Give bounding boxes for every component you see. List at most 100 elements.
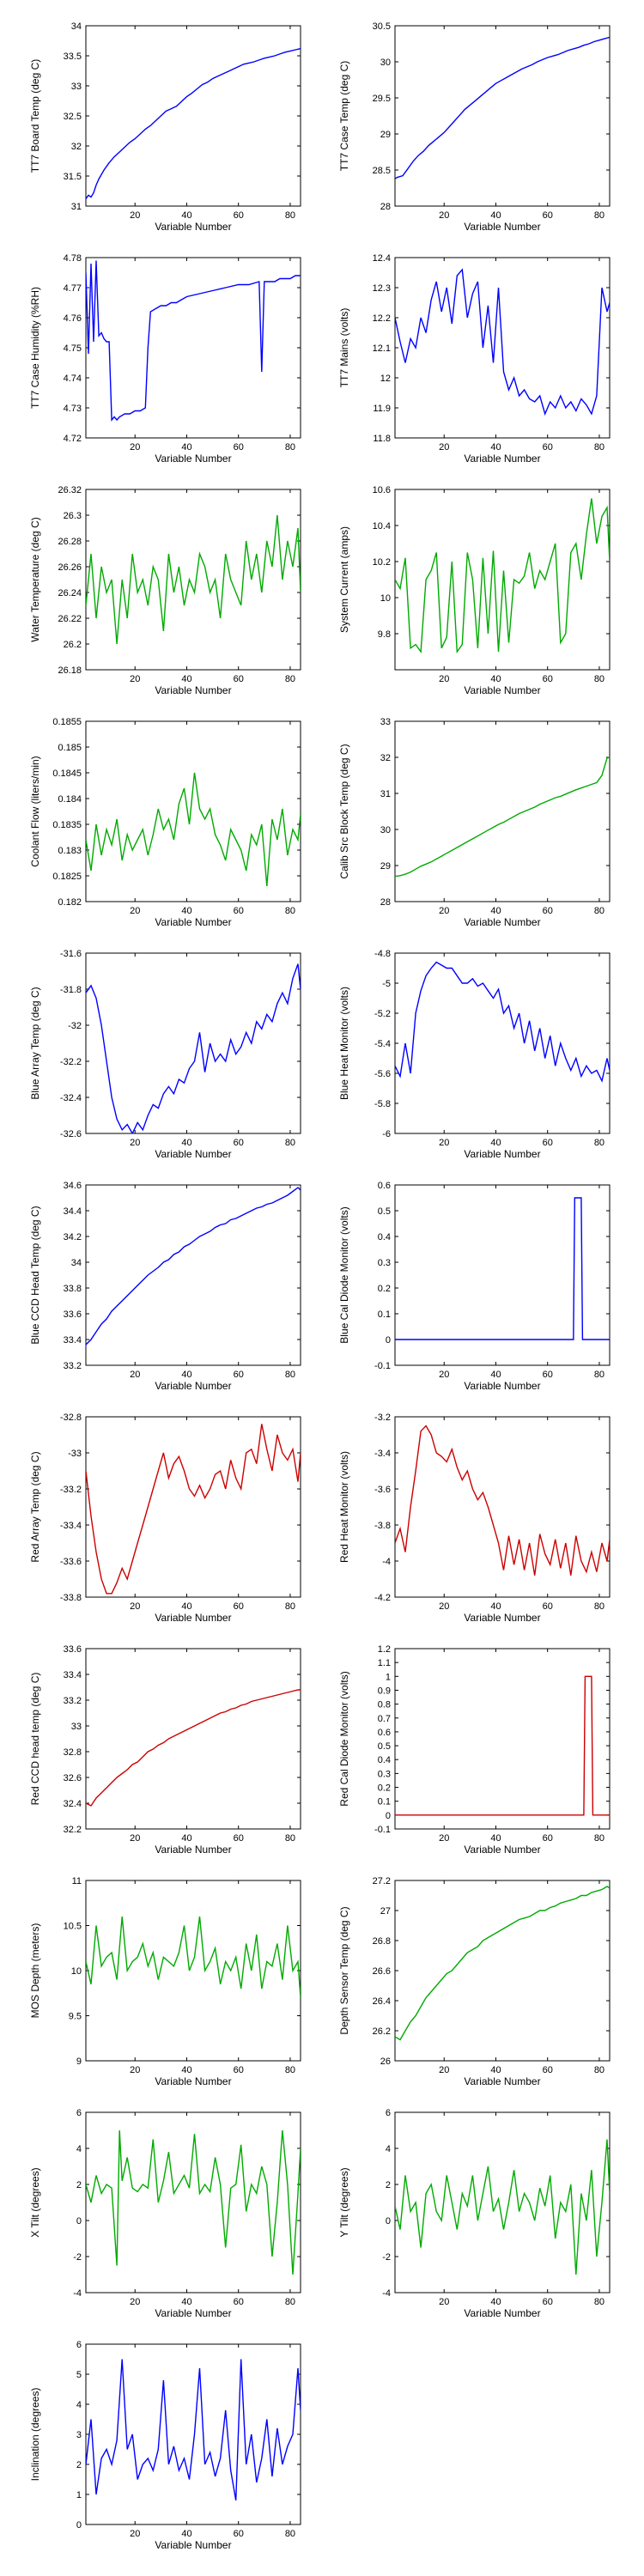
x-tick-label: 60 — [543, 1370, 553, 1380]
x-tick-label: 40 — [490, 1138, 501, 1148]
x-tick-label: 80 — [594, 1138, 605, 1148]
x-tick-label: 60 — [234, 906, 244, 916]
series-line — [86, 1187, 301, 1346]
y-tick-label: 29.5 — [373, 94, 391, 104]
y-axis-label: X Tilt (degrees) — [29, 2167, 41, 2237]
y-tick-label: 26.26 — [58, 562, 82, 573]
y-tick-label: -5.2 — [374, 1009, 391, 1019]
y-tick-label: 0.6 — [378, 1181, 391, 1191]
x-axis-label: Variable Number — [155, 221, 231, 233]
chart-panel-12: 20 40 60 80 -0.1 0 0.1 0.2 0.3 0.4 0.5 0.6 Variable … — [338, 1181, 611, 1392]
series-line — [395, 268, 610, 416]
y-tick-label: 0 — [76, 2520, 82, 2530]
plot-area — [394, 1184, 611, 1366]
y-tick-label: 0.183 — [58, 846, 82, 856]
chart-panel-7: 20 40 60 80 0.182 0.1825 0.183 0.1835 0.184 0.184… — [29, 717, 301, 928]
x-tick-label: 20 — [130, 2529, 140, 2539]
y-tick-label: 1.2 — [378, 1644, 391, 1655]
x-tick-label: 40 — [490, 1370, 501, 1380]
y-tick-label: 26.4 — [373, 1996, 391, 2007]
x-tick-label: 80 — [285, 1601, 295, 1612]
y-tick-label: -4 — [382, 1557, 391, 1567]
y-tick-label: -0.1 — [374, 1361, 391, 1371]
x-tick-label: 40 — [490, 674, 501, 684]
y-tick-label: 4.74 — [64, 374, 82, 384]
y-axis-label: TT7 Case Temp (deg C) — [338, 61, 350, 172]
x-tick-label: 60 — [543, 674, 553, 684]
y-axis-label: Red Array Temp (deg C) — [29, 1451, 41, 1562]
y-tick-label: 10 — [380, 593, 391, 604]
y-tick-label: 4.73 — [64, 404, 82, 414]
y-tick-label: 34.6 — [64, 1181, 82, 1191]
x-tick-label: 40 — [181, 1138, 191, 1148]
y-axis-label: TT7 Case Humidity (%RH) — [29, 287, 41, 409]
y-tick-label: 32.6 — [64, 1773, 82, 1783]
y-tick-label: 26.24 — [58, 588, 82, 598]
series-line — [86, 47, 301, 200]
x-tick-label: 80 — [594, 442, 605, 453]
y-tick-label: 1 — [386, 1672, 391, 1682]
y-tick-label: 1 — [76, 2490, 82, 2500]
y-tick-label: -6 — [382, 1129, 391, 1139]
chart-panel-18: 20 40 60 80 26 26.2 26.4 26.6 26.8 27 27.2 Variable… — [338, 1876, 611, 2087]
y-tick-label: -33.4 — [60, 1521, 82, 1531]
y-tick-label: 33 — [71, 1722, 82, 1732]
x-tick-label: 80 — [594, 1833, 605, 1844]
x-axis-label: Variable Number — [155, 2539, 231, 2551]
x-tick-label: 20 — [439, 1370, 449, 1380]
y-tick-label: 33.4 — [64, 1670, 82, 1680]
chart-panel-10: 20 40 60 80 -6 -5.8 -5.6 -5.4 -5.2 -5 -4.8 Variable… — [338, 949, 611, 1160]
chart-panel-21: 20 40 60 80 0 1 2 3 4 5 6 Variable Number Inclinatio… — [29, 2340, 301, 2551]
x-tick-label: 60 — [234, 1833, 244, 1844]
chart-panel-6: 20 40 60 80 9.8 10 10.2 10.4 10.6 Variable Number… — [338, 485, 611, 696]
y-tick-label: 0 — [386, 2216, 391, 2227]
x-tick-label: 40 — [181, 1370, 191, 1380]
y-tick-label: 32 — [71, 142, 82, 152]
y-tick-label: 12.2 — [373, 313, 391, 324]
x-tick-label: 20 — [130, 2297, 140, 2307]
y-tick-label: 0.4 — [378, 1755, 391, 1765]
x-axis-label: Variable Number — [155, 916, 231, 928]
x-tick-label: 60 — [543, 1833, 553, 1844]
y-tick-label: 29 — [380, 861, 391, 872]
y-axis-label: Red CCD head temp (deg C) — [29, 1673, 41, 1806]
y-tick-label: -33.2 — [60, 1485, 82, 1495]
y-axis-label: MOS Depth (meters) — [29, 1923, 41, 2019]
y-tick-label: 0.1 — [378, 1309, 391, 1320]
plot-area — [394, 25, 611, 207]
chart-panel-3: 20 40 60 80 4.72 4.73 4.74 4.75 4.76 4.77 4.78 Vari… — [29, 253, 301, 465]
y-tick-label: 6 — [76, 2108, 82, 2118]
y-tick-label: 30.5 — [373, 21, 391, 32]
y-tick-label: 4.72 — [64, 434, 82, 444]
y-tick-label: 30 — [380, 825, 391, 835]
y-tick-label: 26.22 — [58, 614, 82, 624]
y-tick-label: 0.182 — [58, 897, 82, 908]
y-tick-label: -3.2 — [374, 1413, 391, 1423]
y-tick-label: 10.5 — [64, 1922, 82, 1932]
x-tick-label: 40 — [490, 1601, 501, 1612]
x-tick-label: 20 — [130, 674, 140, 684]
y-tick-label: 6 — [386, 2108, 391, 2118]
chart-panel-13: 20 40 60 80 -33.8 -33.6 -33.4 -33.2 -33 -32.8 Vari… — [29, 1413, 301, 1624]
y-tick-label: 4 — [76, 2144, 82, 2154]
chart-panel-16: 20 40 60 80 -0.1 0 0.1 0.2 0.3 0.4 0.5 0.6 0.7 0.8 0.9… — [338, 1644, 611, 1856]
x-tick-label: 60 — [234, 2065, 244, 2075]
y-tick-label: -3.4 — [374, 1449, 391, 1459]
y-tick-label: 0.3 — [378, 1258, 391, 1268]
x-tick-label: 20 — [130, 442, 140, 453]
x-tick-label: 40 — [490, 1833, 501, 1844]
x-tick-label: 60 — [543, 1138, 553, 1148]
x-tick-label: 20 — [130, 2065, 140, 2075]
y-tick-label: 0.1835 — [52, 820, 82, 830]
x-tick-label: 20 — [439, 2297, 449, 2307]
x-tick-label: 80 — [285, 2297, 295, 2307]
plot-area — [85, 952, 301, 1134]
y-axis-label: TT7 Board Temp (deg C) — [29, 59, 41, 173]
series-line — [86, 1424, 301, 1595]
y-tick-label: 2 — [386, 2180, 391, 2190]
y-tick-label: 33.8 — [64, 1284, 82, 1294]
y-tick-label: 0.1855 — [52, 717, 82, 727]
y-tick-label: 10.2 — [373, 557, 391, 568]
y-tick-label: 0.4 — [378, 1232, 391, 1242]
y-tick-label: 12.3 — [373, 283, 391, 294]
